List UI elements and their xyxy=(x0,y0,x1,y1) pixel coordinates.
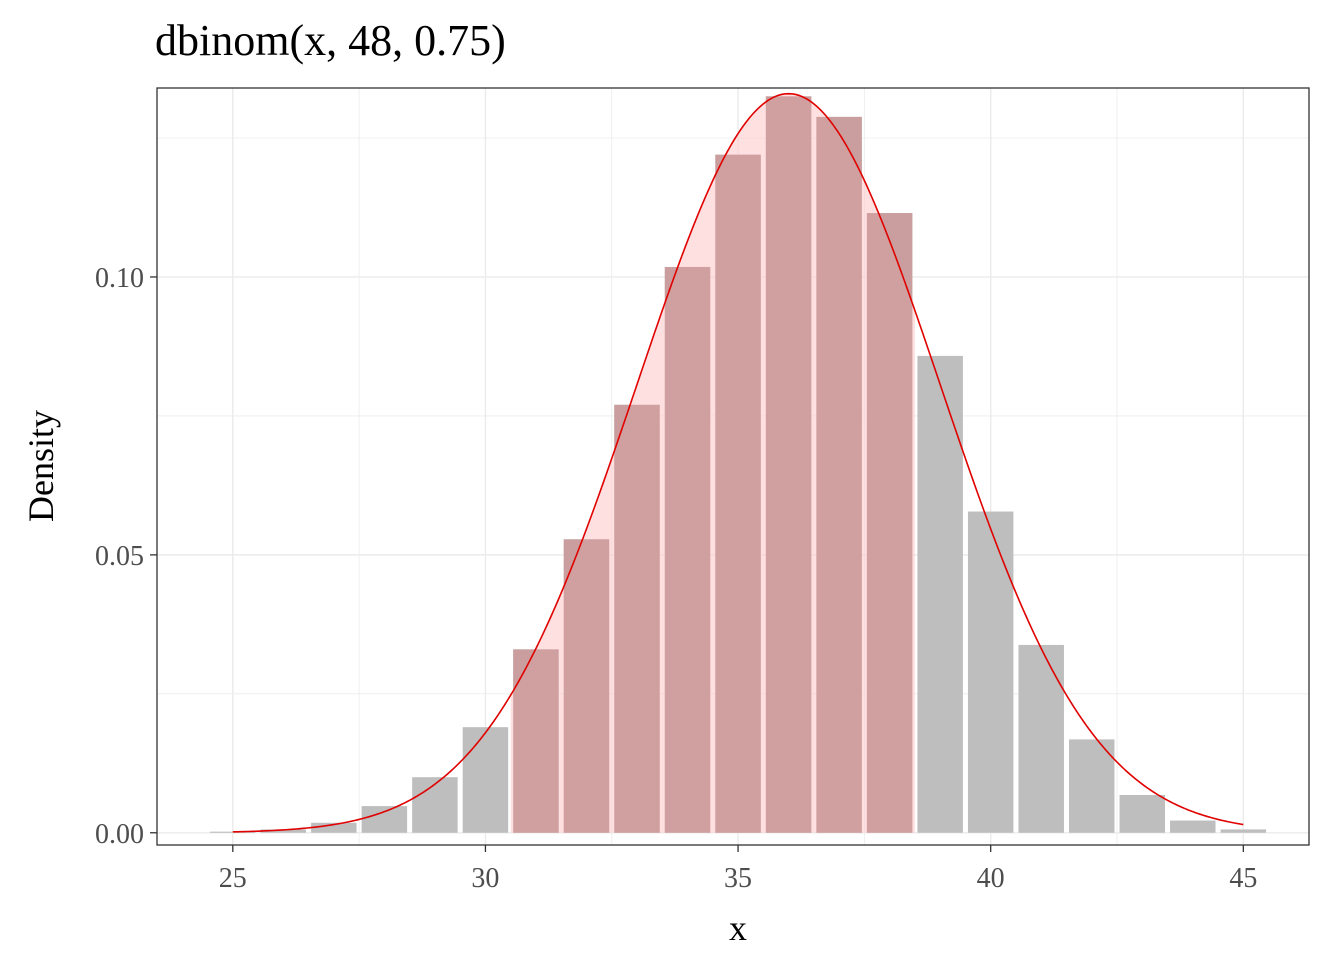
bar xyxy=(1119,794,1165,833)
highlight-bar xyxy=(816,116,862,833)
chart-title: dbinom(x, 48, 0.75) xyxy=(155,16,506,65)
highlight-bar xyxy=(765,96,812,833)
bar xyxy=(462,727,509,833)
x-tick-label: 45 xyxy=(1229,863,1257,894)
bar xyxy=(967,511,1014,833)
x-axis: 25 30 35 40 45 xyxy=(219,845,1257,894)
y-tick-label: 0.05 xyxy=(95,541,144,572)
bar xyxy=(917,355,963,833)
highlight-bar xyxy=(513,649,559,833)
highlight-bar xyxy=(715,154,761,833)
density-curve-line xyxy=(232,92,1244,833)
highlight-bar xyxy=(563,539,610,833)
x-tick-label: 25 xyxy=(219,863,247,894)
bar xyxy=(1018,644,1064,833)
x-tick-label: 35 xyxy=(724,863,752,894)
x-axis-label: x xyxy=(729,908,747,948)
density-curve xyxy=(232,92,1244,833)
bar xyxy=(1170,820,1216,833)
highlight-bar xyxy=(664,266,711,833)
bar xyxy=(1220,829,1267,833)
y-tick-label: 0.00 xyxy=(95,819,144,850)
y-tick-label: 0.10 xyxy=(95,263,144,294)
bar xyxy=(412,777,458,833)
y-axis-label: Density xyxy=(21,410,61,522)
highlight-bar xyxy=(866,213,913,833)
bar xyxy=(311,822,357,833)
x-tick-label: 40 xyxy=(977,863,1005,894)
bar xyxy=(260,829,307,833)
highlight-area-fill xyxy=(510,93,915,833)
x-tick-label: 30 xyxy=(471,863,499,894)
panel-border xyxy=(156,87,1310,846)
highlight-bar xyxy=(614,404,660,833)
highlight-area xyxy=(510,93,915,833)
bar xyxy=(1069,739,1115,833)
bar xyxy=(361,806,408,833)
y-axis: 0.00 0.05 0.10 xyxy=(95,263,157,850)
bar xyxy=(210,831,256,833)
